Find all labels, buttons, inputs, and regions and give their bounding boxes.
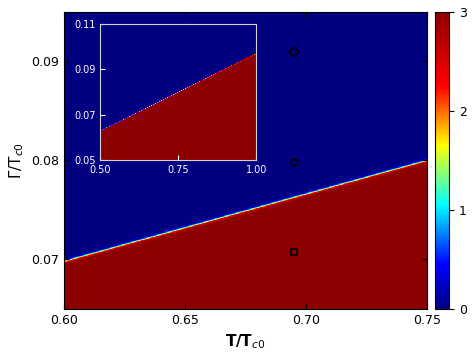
X-axis label: T/T$_{c0}$: T/T$_{c0}$ <box>225 332 266 351</box>
Y-axis label: $\Gamma$/T$_{c0}$: $\Gamma$/T$_{c0}$ <box>7 142 26 179</box>
